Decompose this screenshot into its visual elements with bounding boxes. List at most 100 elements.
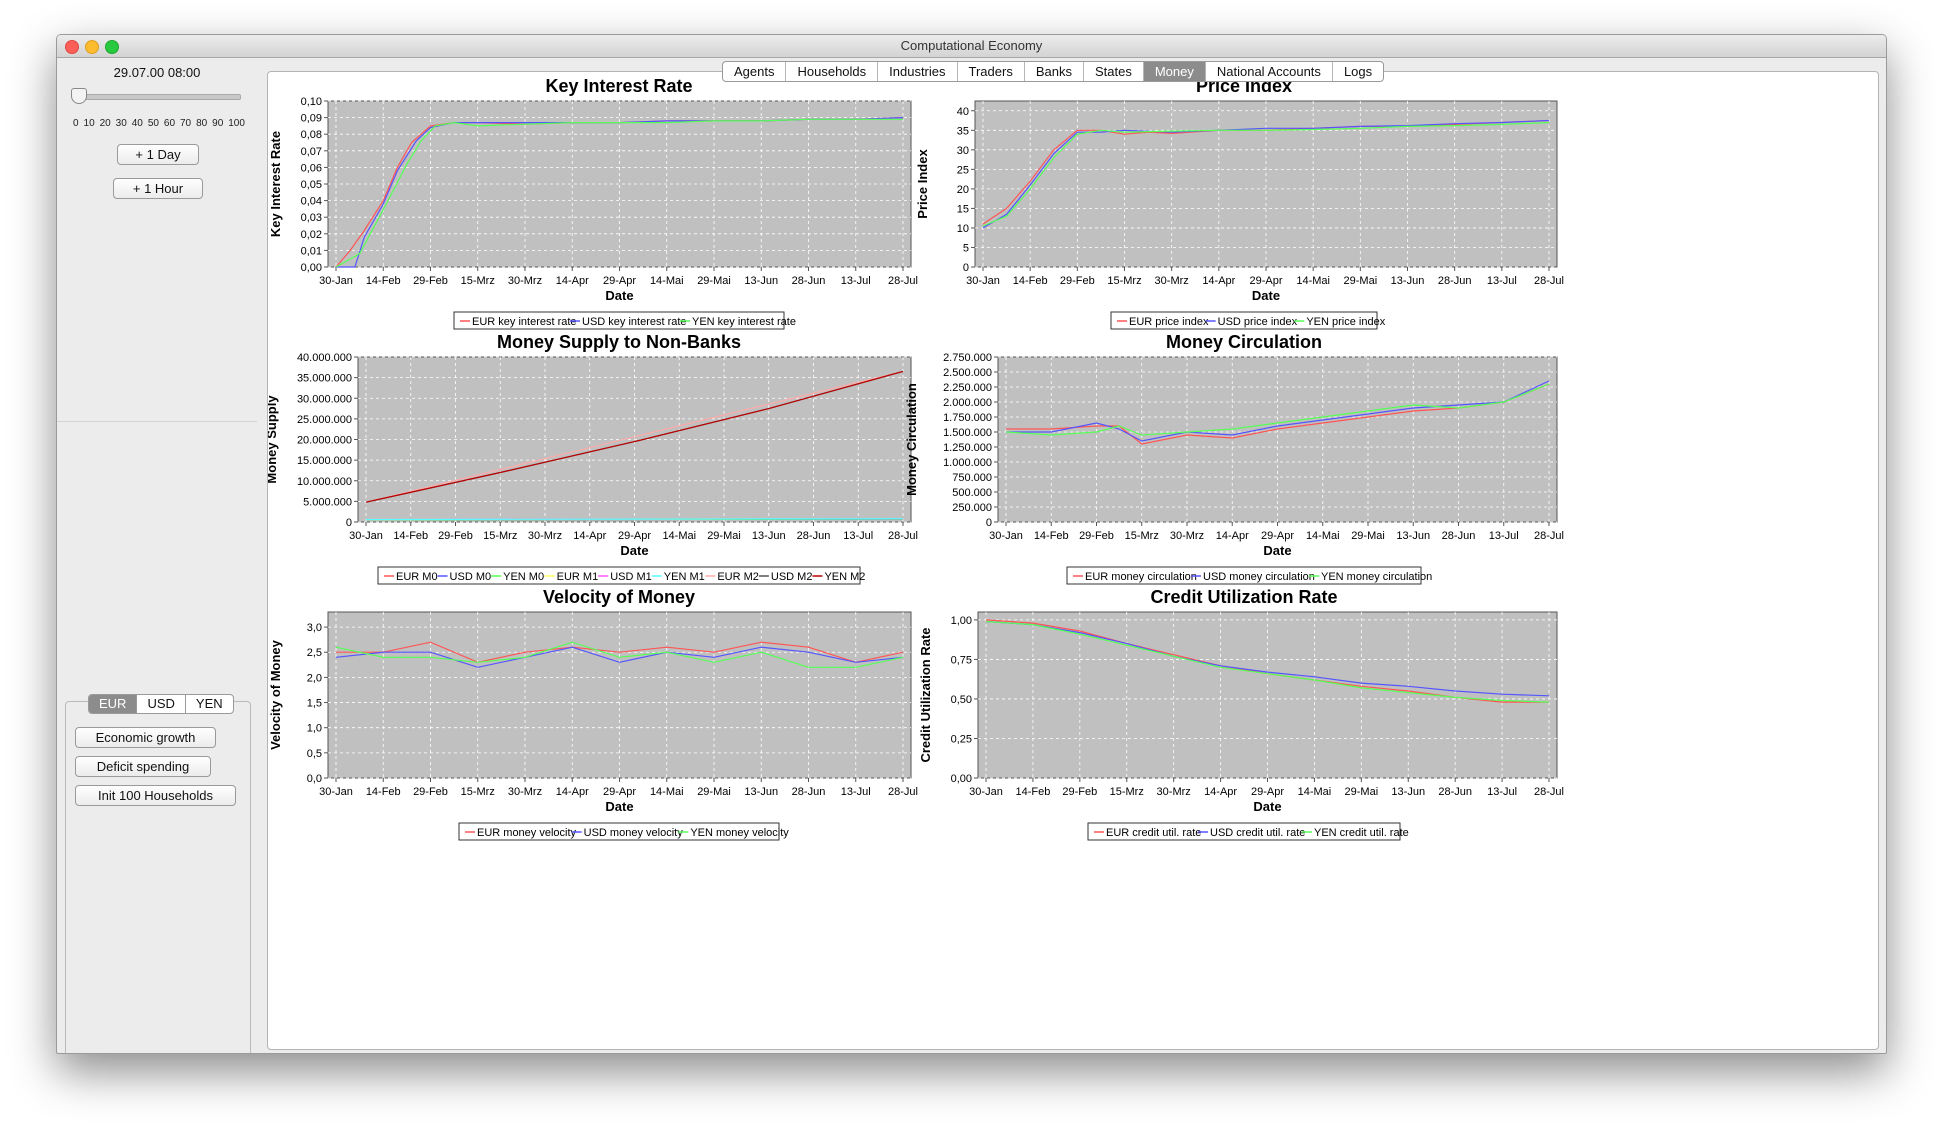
x-tick-label: 30-Jan bbox=[319, 275, 353, 287]
y-tick-label: 0,10 bbox=[301, 96, 322, 108]
y-tick-label: 0,05 bbox=[301, 179, 322, 191]
slider-tick-label: 90 bbox=[212, 118, 224, 129]
legend-box bbox=[377, 566, 861, 585]
y-tick-label: 0,0 bbox=[307, 773, 322, 785]
x-tick-label: 28-Jul bbox=[888, 786, 918, 798]
slider-tick-label: 0 bbox=[73, 118, 79, 129]
x-tick-label: 28-Jul bbox=[1534, 275, 1564, 287]
tab-logs[interactable]: Logs bbox=[1343, 64, 1373, 79]
legend-label: EUR money circulation bbox=[1085, 571, 1197, 583]
x-tick-label: 13-Jun bbox=[1396, 530, 1430, 542]
x-tick-label: 14-Apr bbox=[556, 275, 589, 287]
x-tick-label: 14-Mai bbox=[662, 530, 696, 542]
slider-tick-label: 70 bbox=[179, 118, 192, 129]
x-axis-label: Date bbox=[1253, 799, 1281, 814]
x-tick-label: 13-Jul bbox=[841, 275, 871, 287]
series-line bbox=[1006, 383, 1550, 445]
tab-eur[interactable]: EUR bbox=[89, 695, 138, 713]
tab-money[interactable]: Money bbox=[1143, 62, 1206, 81]
speed-slider-track[interactable] bbox=[75, 94, 241, 100]
tab-yen[interactable]: YEN bbox=[195, 696, 223, 711]
slider-tick-label: 80 bbox=[196, 118, 208, 129]
y-tick-label: 0,01 bbox=[301, 245, 322, 257]
close-window-icon[interactable] bbox=[65, 40, 79, 54]
y-tick-label: 0,09 bbox=[301, 113, 322, 125]
legend-label: YEN M1 bbox=[664, 571, 705, 583]
legend-label: USD M0 bbox=[450, 571, 492, 583]
y-tick-label: 3,0 bbox=[307, 622, 322, 634]
x-axis-label: Date bbox=[605, 288, 633, 303]
tab-households[interactable]: Households bbox=[786, 62, 879, 81]
x-tick-label: 30-Mrz bbox=[1155, 275, 1189, 287]
series-line bbox=[1006, 380, 1550, 442]
tab-banks[interactable]: Banks bbox=[1025, 62, 1084, 81]
y-tick-label: 15.000.000 bbox=[297, 455, 352, 467]
x-tick-label: 28-Jul bbox=[888, 530, 918, 542]
y-tick-label: 20 bbox=[957, 184, 969, 196]
legend-label: YEN key interest rate bbox=[692, 316, 796, 328]
y-tick-label: 0,75 bbox=[951, 654, 972, 666]
tab-traders[interactable]: Traders bbox=[958, 62, 1025, 81]
y-tick-label: 0,03 bbox=[301, 212, 322, 224]
y-tick-label: 500.000 bbox=[952, 487, 992, 499]
x-tick-label: 28-Jun bbox=[1438, 275, 1472, 287]
x-tick-label: 28-Jun bbox=[797, 530, 831, 542]
y-tick-label: 0,5 bbox=[307, 748, 322, 760]
speed-slider-thumb[interactable] bbox=[71, 88, 87, 104]
tab-usd[interactable]: USD bbox=[137, 695, 186, 713]
y-tick-label: 10.000.000 bbox=[297, 476, 352, 488]
x-tick-label: 13-Jul bbox=[843, 530, 873, 542]
x-tick-label: 28-Jun bbox=[1438, 786, 1472, 798]
y-tick-label: 25.000.000 bbox=[297, 414, 352, 426]
simulation-datetime: 29.07.00 08:00 bbox=[113, 65, 201, 80]
tab-national-accounts[interactable]: National Accounts bbox=[1206, 62, 1333, 81]
y-axis-label: Money Supply bbox=[268, 395, 279, 484]
y-tick-label: 1,5 bbox=[307, 698, 322, 710]
y-axis-label: Price Index bbox=[915, 149, 930, 219]
x-tick-label: 14-Feb bbox=[366, 275, 401, 287]
y-tick-label: 40 bbox=[957, 106, 969, 118]
tab-industries[interactable]: Industries bbox=[878, 62, 958, 81]
legend-label: YEN M0 bbox=[503, 571, 544, 583]
x-tick-label: 29-Mai bbox=[1344, 275, 1378, 287]
x-tick-label: 29-Mai bbox=[1345, 786, 1379, 798]
x-tick-label: 29-Feb bbox=[413, 275, 448, 287]
x-tick-label: 29-Feb bbox=[1062, 786, 1097, 798]
x-tick-label: 30-Jan bbox=[319, 786, 353, 798]
tab-states[interactable]: States bbox=[1084, 62, 1144, 81]
chart-title: Credit Utilization Rate bbox=[1150, 587, 1337, 607]
series-line bbox=[982, 121, 1550, 227]
tab-agents[interactable]: Agents bbox=[723, 62, 787, 81]
speed-slider-ticks: 0 10 20 30 40 50 60 70 80 90 100 bbox=[73, 118, 245, 129]
economic-growth-button[interactable]: Economic growth bbox=[75, 727, 216, 748]
x-tick-label: 15-Mrz bbox=[461, 275, 495, 287]
series-line bbox=[336, 641, 904, 663]
deficit-spending-button[interactable]: Deficit spending bbox=[75, 756, 211, 777]
y-tick-label: 1.500.000 bbox=[943, 427, 992, 439]
y-tick-label: 40.000.000 bbox=[297, 352, 352, 364]
currency-panel bbox=[65, 701, 251, 1053]
x-axis-label: Date bbox=[605, 799, 633, 814]
legend-box bbox=[453, 311, 785, 330]
minimize-window-icon[interactable] bbox=[85, 40, 99, 54]
series-line bbox=[365, 518, 904, 521]
add-day-button[interactable]: + 1 Day bbox=[117, 144, 199, 165]
y-tick-label: 0 bbox=[963, 262, 969, 274]
legend-label: YEN credit util. rate bbox=[1314, 827, 1409, 839]
y-tick-label: 0,50 bbox=[951, 694, 972, 706]
init-households-button[interactable]: Init 100 Households bbox=[75, 785, 236, 806]
y-tick-label: 2.000.000 bbox=[943, 397, 992, 409]
x-tick-label: 14-Feb bbox=[366, 786, 401, 798]
y-axis-label: Money Circulation bbox=[904, 383, 919, 496]
charts-canvas: Key Interest Rate0,000,010,020,030,040,0… bbox=[268, 76, 1564, 841]
y-tick-label: 0,06 bbox=[301, 162, 322, 174]
y-tick-label: 0 bbox=[986, 517, 992, 529]
x-tick-label: 29-Mai bbox=[707, 530, 741, 542]
maximize-window-icon[interactable] bbox=[105, 40, 119, 54]
y-tick-label: 0,08 bbox=[301, 129, 322, 141]
add-hour-button[interactable]: + 1 Hour bbox=[113, 178, 203, 199]
legend-label: USD M1 bbox=[610, 571, 652, 583]
x-tick-label: 15-Mrz bbox=[1110, 786, 1144, 798]
x-tick-label: 29-Feb bbox=[413, 786, 448, 798]
x-tick-label: 29-Apr bbox=[1251, 786, 1284, 798]
